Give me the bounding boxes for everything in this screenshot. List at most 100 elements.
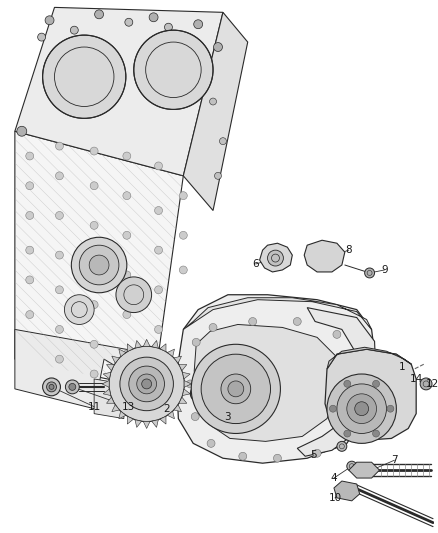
Circle shape xyxy=(65,380,79,394)
Polygon shape xyxy=(327,348,411,369)
Circle shape xyxy=(90,261,98,269)
Polygon shape xyxy=(174,405,181,411)
Polygon shape xyxy=(94,379,124,418)
Circle shape xyxy=(365,393,373,401)
Polygon shape xyxy=(15,329,154,409)
Polygon shape xyxy=(15,131,184,389)
Circle shape xyxy=(26,212,34,220)
Circle shape xyxy=(71,26,78,34)
Polygon shape xyxy=(184,298,371,329)
Circle shape xyxy=(90,147,98,155)
Circle shape xyxy=(123,152,131,160)
Circle shape xyxy=(26,246,34,254)
Polygon shape xyxy=(135,341,141,348)
Text: 1: 1 xyxy=(399,362,406,372)
Text: 9: 9 xyxy=(381,265,388,275)
Circle shape xyxy=(56,212,64,220)
Circle shape xyxy=(333,330,341,338)
Polygon shape xyxy=(152,341,158,348)
Circle shape xyxy=(38,33,46,41)
Circle shape xyxy=(149,13,158,22)
Polygon shape xyxy=(106,365,114,370)
Circle shape xyxy=(186,380,194,388)
Circle shape xyxy=(165,23,173,31)
Polygon shape xyxy=(143,340,150,346)
Circle shape xyxy=(109,346,184,422)
Circle shape xyxy=(56,326,64,333)
Polygon shape xyxy=(152,419,158,427)
Circle shape xyxy=(337,441,347,451)
Circle shape xyxy=(123,192,131,200)
Polygon shape xyxy=(143,422,150,429)
Circle shape xyxy=(123,271,131,279)
Circle shape xyxy=(155,326,162,333)
Circle shape xyxy=(329,405,336,412)
Polygon shape xyxy=(179,397,187,403)
Polygon shape xyxy=(184,381,191,387)
Circle shape xyxy=(56,251,64,259)
Circle shape xyxy=(273,454,281,462)
Text: 6: 6 xyxy=(252,259,259,269)
Polygon shape xyxy=(325,349,416,440)
Circle shape xyxy=(142,379,152,389)
Circle shape xyxy=(90,370,98,378)
Text: 2: 2 xyxy=(163,403,170,414)
Circle shape xyxy=(26,276,34,284)
Circle shape xyxy=(56,142,64,150)
Circle shape xyxy=(26,311,34,319)
Circle shape xyxy=(95,10,103,19)
Polygon shape xyxy=(112,356,120,363)
Polygon shape xyxy=(127,416,134,424)
Circle shape xyxy=(347,394,377,424)
Circle shape xyxy=(215,172,222,179)
Polygon shape xyxy=(184,12,248,211)
Circle shape xyxy=(221,374,251,403)
Circle shape xyxy=(134,30,213,109)
Circle shape xyxy=(201,354,271,424)
Circle shape xyxy=(313,449,321,457)
Circle shape xyxy=(348,430,356,438)
Circle shape xyxy=(347,461,357,471)
Circle shape xyxy=(219,138,226,144)
Circle shape xyxy=(56,172,64,180)
Circle shape xyxy=(179,231,187,239)
Circle shape xyxy=(56,286,64,294)
Circle shape xyxy=(45,16,54,25)
Circle shape xyxy=(89,255,109,275)
Circle shape xyxy=(191,344,280,433)
Circle shape xyxy=(360,353,369,361)
Text: 3: 3 xyxy=(225,411,231,422)
Polygon shape xyxy=(334,481,360,501)
Circle shape xyxy=(337,384,386,433)
Polygon shape xyxy=(15,7,223,176)
Circle shape xyxy=(207,439,215,447)
Circle shape xyxy=(155,246,162,254)
Polygon shape xyxy=(179,365,187,370)
Polygon shape xyxy=(102,381,109,387)
Circle shape xyxy=(64,295,94,325)
Circle shape xyxy=(355,402,369,416)
Polygon shape xyxy=(194,325,339,441)
Text: 7: 7 xyxy=(391,455,398,465)
Polygon shape xyxy=(119,411,126,419)
Polygon shape xyxy=(103,389,111,395)
Circle shape xyxy=(373,381,379,387)
Circle shape xyxy=(179,192,187,200)
Circle shape xyxy=(195,63,201,70)
Text: 4: 4 xyxy=(331,473,337,483)
Circle shape xyxy=(123,231,131,239)
Polygon shape xyxy=(183,389,190,395)
Circle shape xyxy=(194,20,203,29)
Circle shape xyxy=(90,341,98,348)
Polygon shape xyxy=(183,372,190,379)
Polygon shape xyxy=(119,349,126,357)
Circle shape xyxy=(123,311,131,319)
Circle shape xyxy=(239,453,247,460)
Polygon shape xyxy=(260,243,292,272)
Circle shape xyxy=(69,383,76,390)
Circle shape xyxy=(90,301,98,309)
Circle shape xyxy=(192,338,200,346)
Polygon shape xyxy=(297,308,377,456)
Text: 12: 12 xyxy=(425,379,438,389)
Circle shape xyxy=(71,237,127,293)
